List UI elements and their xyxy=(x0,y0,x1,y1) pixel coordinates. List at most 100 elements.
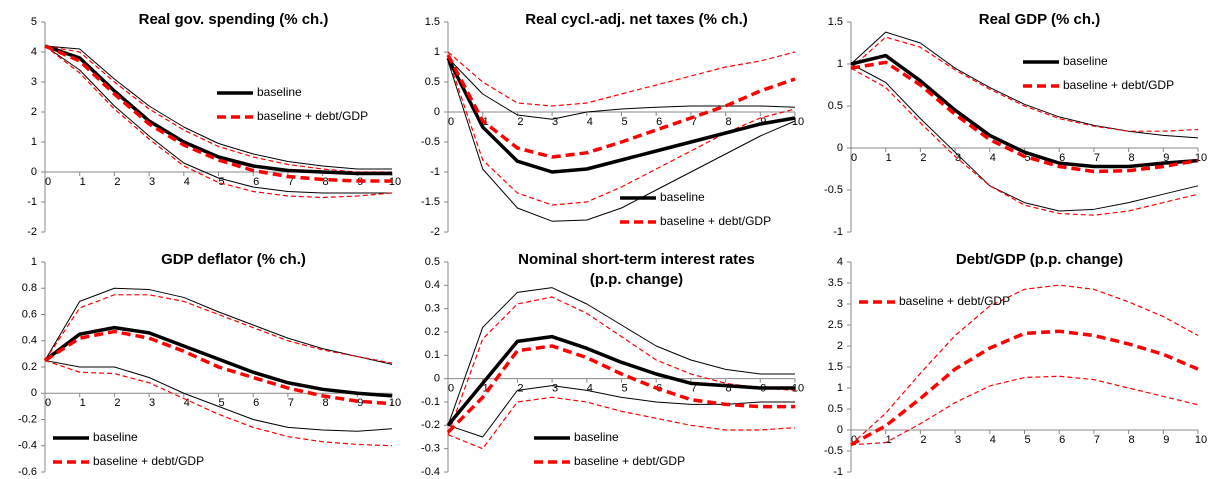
series-line xyxy=(850,375,1199,446)
x-tick-label: 0 xyxy=(45,176,51,188)
x-tick-label: 0 xyxy=(448,383,454,395)
series-line xyxy=(446,57,796,174)
y-tick-label: 0 xyxy=(434,373,440,385)
y-tick-label: -1 xyxy=(430,166,440,178)
x-tick-label: 6 xyxy=(253,397,259,409)
legend-label: baseline xyxy=(574,430,619,444)
x-tick-label: 8 xyxy=(726,116,732,128)
y-tick-label: -2 xyxy=(27,226,37,238)
x-tick-label: 10 xyxy=(1195,434,1207,446)
y-tick-label: -1 xyxy=(833,466,843,478)
x-tick-label: 4 xyxy=(990,152,996,164)
y-tick-label: 0.8 xyxy=(22,282,37,294)
chart-title: Real cycl.-adj. net taxes (% ch.) xyxy=(525,11,748,28)
x-tick-label: 4 xyxy=(587,116,593,128)
legend-label: baseline + debt/GDP xyxy=(1063,78,1174,92)
y-tick-label: 2.5 xyxy=(828,319,843,331)
y-tick-label: -0.5 xyxy=(421,136,440,148)
x-tick-label: 10 xyxy=(389,176,401,188)
y-tick-label: 1.5 xyxy=(425,16,440,28)
x-tick-label: 9 xyxy=(1163,434,1169,446)
legend-label: baseline + debt/GDP xyxy=(574,454,685,468)
series-line xyxy=(44,44,392,183)
y-tick-label: 0.2 xyxy=(425,326,440,338)
series-line xyxy=(44,45,393,199)
x-tick-label: 5 xyxy=(218,176,224,188)
y-tick-label: 1 xyxy=(434,46,440,58)
chart-title: Real gov. spending (% ch.) xyxy=(139,11,329,28)
x-tick-label: 9 xyxy=(357,397,363,409)
series-line xyxy=(447,51,796,107)
series-line xyxy=(850,63,1199,212)
series-line xyxy=(446,334,795,427)
y-tick-label: 0.5 xyxy=(828,100,843,112)
y-tick-label: 4 xyxy=(31,46,37,58)
y-tick-label: -0.4 xyxy=(18,440,37,452)
y-tick-label: 0.5 xyxy=(828,403,843,415)
x-tick-label: 3 xyxy=(149,397,155,409)
x-tick-label: 3 xyxy=(955,152,961,164)
x-tick-label: 3 xyxy=(552,116,558,128)
y-tick-label: 0.1 xyxy=(425,349,440,361)
x-tick-label: 3 xyxy=(955,434,961,446)
x-tick-label: 5 xyxy=(1024,152,1030,164)
series-line xyxy=(447,287,795,426)
series-line xyxy=(850,329,1199,447)
chart-title: Nominal short-term interest rates xyxy=(518,251,755,268)
panel: -0.4-0.3-0.2-0.100.10.20.30.40.50 1 2 3 4 5 6 7… xyxy=(421,251,804,478)
x-tick-label: 6 xyxy=(1059,434,1065,446)
y-tick-label: 0.3 xyxy=(425,303,440,315)
x-tick-label: 2 xyxy=(517,383,523,395)
series-line xyxy=(44,45,392,173)
y-tick-label: -0.3 xyxy=(421,443,440,455)
panel: -0.6-0.4-0.200.20.40.60.810 1 2 3 4 5 6 7 8 9 10GD… xyxy=(18,251,401,478)
y-tick-label: 3.5 xyxy=(828,277,843,289)
series-line xyxy=(44,287,393,365)
series-line xyxy=(44,294,393,364)
x-tick-label: 6 xyxy=(253,176,259,188)
x-tick-label: 7 xyxy=(691,383,697,395)
x-tick-label: 7 xyxy=(288,176,294,188)
y-tick-label: -2 xyxy=(430,226,440,238)
x-tick-label: 8 xyxy=(1129,434,1135,446)
series-line xyxy=(44,45,392,170)
series-line xyxy=(850,67,1199,216)
series-line xyxy=(447,60,796,222)
x-tick-label: 7 xyxy=(288,397,294,409)
x-tick-label: 3 xyxy=(552,383,558,395)
series-line xyxy=(850,31,1199,139)
x-tick-label: 4 xyxy=(184,176,190,188)
series-line xyxy=(447,396,796,450)
y-tick-label: 4 xyxy=(837,256,843,268)
x-tick-label: 9 xyxy=(1163,152,1169,164)
x-tick-label: 7 xyxy=(1094,434,1100,446)
series-line xyxy=(44,359,393,432)
legend-label: baseline xyxy=(660,190,705,204)
x-tick-label: 8 xyxy=(323,397,329,409)
chart-title: GDP deflator (% ch.) xyxy=(161,251,306,268)
y-tick-label: 0 xyxy=(434,106,440,118)
x-tick-label: 0 xyxy=(45,397,51,409)
y-tick-label: 0.4 xyxy=(425,279,440,291)
x-tick-label: 0 xyxy=(851,152,857,164)
y-tick-label: 2 xyxy=(837,340,843,352)
series-line xyxy=(447,57,796,120)
x-tick-label: 7 xyxy=(1094,152,1100,164)
y-tick-label: 3 xyxy=(837,298,843,310)
legend-label: baseline + debt/GDP xyxy=(660,214,771,228)
chart-title: Real GDP (% ch.) xyxy=(979,11,1100,28)
legend-label: baseline + debt/GDP xyxy=(257,109,368,123)
y-tick-label: 0.5 xyxy=(425,256,440,268)
legend-label: baseline + debt/GDP xyxy=(93,454,204,468)
series-line xyxy=(446,54,796,159)
x-tick-label: 7 xyxy=(691,116,697,128)
x-tick-label: 2 xyxy=(114,176,120,188)
x-tick-label: 1 xyxy=(886,434,892,446)
x-tick-label: 4 xyxy=(990,434,996,446)
y-tick-label: 1 xyxy=(837,382,843,394)
y-tick-label: 0 xyxy=(837,424,843,436)
